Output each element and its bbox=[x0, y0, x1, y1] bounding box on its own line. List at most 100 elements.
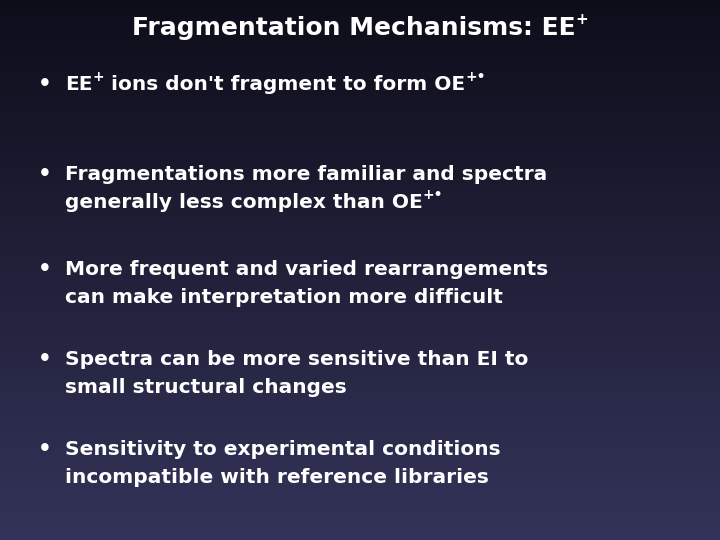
Text: Fragmentation Mechanisms: EE: Fragmentation Mechanisms: EE bbox=[132, 16, 575, 40]
Bar bbox=[0, 270, 720, 272]
Bar bbox=[0, 38, 720, 40]
Bar bbox=[0, 515, 720, 517]
Bar bbox=[0, 441, 720, 443]
Bar bbox=[0, 306, 720, 308]
Bar bbox=[0, 15, 720, 17]
Bar bbox=[0, 338, 720, 340]
Bar bbox=[0, 507, 720, 508]
Bar bbox=[0, 72, 720, 74]
Bar bbox=[0, 237, 720, 238]
Bar bbox=[0, 285, 720, 287]
Bar bbox=[0, 177, 720, 179]
Bar bbox=[0, 9, 720, 11]
Bar bbox=[0, 414, 720, 416]
Bar bbox=[0, 114, 720, 116]
Bar bbox=[0, 2, 720, 4]
Bar bbox=[0, 276, 720, 279]
Bar bbox=[0, 255, 720, 258]
Bar bbox=[0, 224, 720, 226]
Bar bbox=[0, 422, 720, 424]
Bar bbox=[0, 438, 720, 441]
Bar bbox=[0, 407, 720, 409]
Bar bbox=[0, 186, 720, 188]
Bar bbox=[0, 103, 720, 105]
Bar bbox=[0, 386, 720, 388]
Bar bbox=[0, 426, 720, 428]
Bar bbox=[0, 460, 720, 462]
Bar bbox=[0, 458, 720, 460]
Bar bbox=[0, 519, 720, 521]
Bar bbox=[0, 483, 720, 485]
Bar bbox=[0, 146, 720, 147]
Bar bbox=[0, 430, 720, 433]
Bar bbox=[0, 150, 720, 152]
Bar bbox=[0, 80, 720, 82]
Bar bbox=[0, 154, 720, 156]
Bar bbox=[0, 325, 720, 327]
Bar bbox=[0, 521, 720, 523]
Bar bbox=[0, 420, 720, 422]
Text: +•: +• bbox=[423, 188, 444, 202]
Bar bbox=[0, 190, 720, 192]
Bar bbox=[0, 496, 720, 498]
Bar bbox=[0, 319, 720, 321]
Bar bbox=[0, 253, 720, 255]
Bar bbox=[0, 477, 720, 479]
Bar bbox=[0, 97, 720, 99]
Bar bbox=[0, 42, 720, 44]
Text: •: • bbox=[38, 349, 52, 369]
Bar bbox=[0, 181, 720, 184]
Bar bbox=[0, 401, 720, 403]
Bar bbox=[0, 350, 720, 352]
Bar bbox=[0, 479, 720, 481]
Bar bbox=[0, 268, 720, 270]
Bar bbox=[0, 36, 720, 38]
Bar bbox=[0, 340, 720, 342]
Bar bbox=[0, 531, 720, 534]
Bar bbox=[0, 91, 720, 93]
Bar bbox=[0, 388, 720, 390]
Bar bbox=[0, 240, 720, 242]
Bar bbox=[0, 491, 720, 494]
Bar bbox=[0, 179, 720, 181]
Text: +•: +• bbox=[465, 70, 486, 84]
Bar bbox=[0, 188, 720, 190]
Text: generally less complex than OE: generally less complex than OE bbox=[65, 193, 423, 212]
Bar bbox=[0, 399, 720, 401]
Bar bbox=[0, 59, 720, 61]
Bar bbox=[0, 289, 720, 291]
Bar bbox=[0, 417, 720, 420]
Text: incompatible with reference libraries: incompatible with reference libraries bbox=[65, 468, 489, 487]
Bar bbox=[0, 449, 720, 451]
Bar bbox=[0, 373, 720, 375]
Bar bbox=[0, 454, 720, 456]
Bar bbox=[0, 232, 720, 234]
Bar bbox=[0, 230, 720, 232]
Bar bbox=[0, 538, 720, 540]
Bar bbox=[0, 287, 720, 289]
Bar bbox=[0, 44, 720, 46]
Bar bbox=[0, 502, 720, 504]
Text: •: • bbox=[38, 74, 52, 94]
Bar bbox=[0, 329, 720, 331]
Bar bbox=[0, 184, 720, 186]
Bar bbox=[0, 264, 720, 266]
Bar bbox=[0, 139, 720, 141]
Bar bbox=[0, 523, 720, 525]
Bar bbox=[0, 198, 720, 200]
Bar bbox=[0, 11, 720, 12]
Bar bbox=[0, 365, 720, 367]
Bar bbox=[0, 310, 720, 312]
Bar bbox=[0, 308, 720, 310]
Bar bbox=[0, 63, 720, 65]
Text: +: + bbox=[92, 70, 104, 84]
Bar bbox=[0, 213, 720, 215]
Bar bbox=[0, 99, 720, 102]
Text: •: • bbox=[38, 439, 52, 459]
Bar bbox=[0, 435, 720, 437]
Bar bbox=[0, 46, 720, 49]
Text: Fragmentations more familiar and spectra: Fragmentations more familiar and spectra bbox=[65, 165, 547, 184]
Bar bbox=[0, 251, 720, 253]
Bar bbox=[0, 316, 720, 319]
Bar bbox=[0, 238, 720, 240]
